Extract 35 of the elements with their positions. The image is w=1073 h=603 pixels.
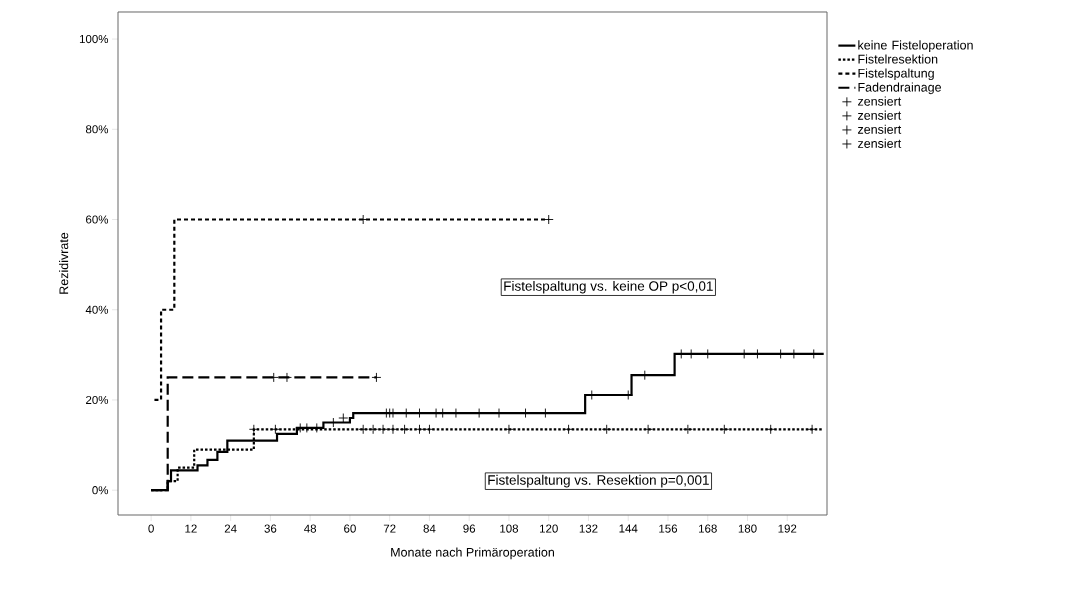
annotation: Fistelspaltung vs. Resektion p=0,001 [488,474,709,488]
x-tick-label: 108 [500,524,519,533]
legend-label: zensiert [857,138,902,148]
legend-label: Fistelresektion [858,54,938,64]
x-tick-label: 120 [539,524,558,533]
x-tick-label: 96 [463,524,476,533]
x-tick-label: 0 [148,524,154,533]
y-tick-label: 0% [92,486,109,495]
y-tick-label: 100% [79,34,109,44]
x-tick-label: 144 [619,524,638,533]
legend-label: zensiert [857,96,902,106]
legend-label: zensiert [857,124,902,134]
x-tick-label: 36 [264,524,277,533]
x-tick-label: 84 [423,524,436,533]
x-tick-label: 192 [778,524,797,533]
x-tick-label: 168 [699,524,717,533]
legend-label: keine Fisteloperation [858,40,973,52]
x-tick-label: 72 [383,524,396,533]
y-tick-label: 20% [86,395,109,405]
y-tick-label: 40% [85,305,109,314]
x-tick-label: 132 [579,524,598,533]
x-tick-label: 156 [659,524,678,533]
y-tick-label: 80% [85,125,109,134]
y-axis-title: Rezidivrate [59,232,69,294]
x-tick-label: 60 [344,524,356,533]
x-tick-label: 48 [304,524,317,533]
x-axis-title: Monate nach Primäroperation [391,547,554,560]
legend-label: zensiert [857,110,902,120]
legend-label: Fadendrainage [858,82,941,95]
x-tick-label: 180 [738,524,757,533]
x-tick-label: 24 [224,524,237,533]
legend-label: Fistelspaltung [858,68,934,81]
x-tick-label: 12 [185,524,197,533]
annotation: Fistelspaltung vs. keine OP p<0,01 [504,280,713,294]
y-tick-label: 60% [86,215,109,224]
